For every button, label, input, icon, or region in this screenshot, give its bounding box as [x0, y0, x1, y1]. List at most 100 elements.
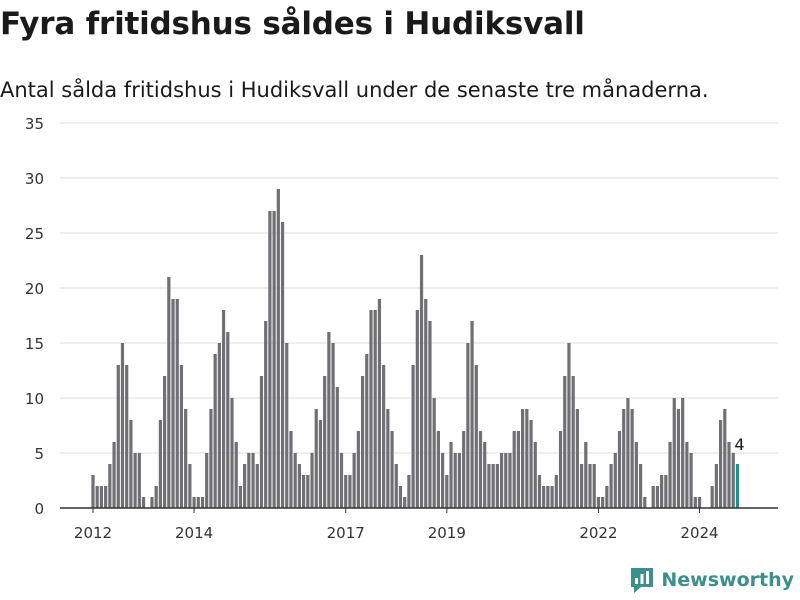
- bar: [319, 420, 322, 508]
- bar: [91, 475, 94, 508]
- bar: [449, 442, 452, 508]
- annotations: 4: [734, 435, 744, 454]
- bar: [652, 486, 655, 508]
- bar: [395, 464, 398, 508]
- bar: [433, 398, 436, 508]
- bar: [732, 453, 735, 508]
- bar: [694, 497, 697, 508]
- bar: [192, 497, 195, 508]
- bar: [719, 420, 722, 508]
- bar: [479, 431, 482, 508]
- bar: [382, 365, 385, 508]
- bar: [525, 409, 528, 508]
- bar: [100, 486, 103, 508]
- bar: [273, 211, 276, 508]
- y-tick-label: 5: [34, 445, 44, 463]
- bar: [117, 365, 120, 508]
- bar: [129, 420, 132, 508]
- bar: [660, 475, 663, 508]
- bar: [470, 321, 473, 508]
- bar: [163, 376, 166, 508]
- bar: [399, 486, 402, 508]
- bar: [239, 486, 242, 508]
- bar: [260, 376, 263, 508]
- bar: [466, 343, 469, 508]
- y-tick-label: 10: [25, 390, 44, 408]
- bar: [348, 475, 351, 508]
- bar: [256, 464, 259, 508]
- x-tick-label: 2017: [327, 524, 365, 542]
- bar: [138, 453, 141, 508]
- bar: [403, 497, 406, 508]
- bar: [622, 409, 625, 508]
- bar: [209, 409, 212, 508]
- bar: [205, 453, 208, 508]
- bar: [357, 431, 360, 508]
- bar: [555, 475, 558, 508]
- bar: [281, 222, 284, 508]
- bar: [171, 299, 174, 508]
- y-tick-label: 35: [25, 115, 44, 133]
- bar: [176, 299, 179, 508]
- bar: [361, 376, 364, 508]
- bar: [559, 431, 562, 508]
- bar: [677, 409, 680, 508]
- bar: [150, 497, 153, 508]
- bar: [605, 486, 608, 508]
- bar: [504, 453, 507, 508]
- bar: [235, 442, 238, 508]
- bar: [542, 486, 545, 508]
- bar: [437, 431, 440, 508]
- bar: [167, 277, 170, 508]
- bar: [609, 464, 612, 508]
- bar: [643, 497, 646, 508]
- bar: [112, 442, 115, 508]
- bar: [201, 497, 204, 508]
- x-tick-label: 2024: [680, 524, 718, 542]
- bar: [567, 343, 570, 508]
- bar: [723, 409, 726, 508]
- bar: [483, 442, 486, 508]
- bar: [108, 464, 111, 508]
- bar: [529, 420, 532, 508]
- bar: [698, 497, 701, 508]
- bar: [534, 442, 537, 508]
- bar: [420, 255, 423, 508]
- bar: [635, 442, 638, 508]
- bar: [374, 310, 377, 508]
- bar: [618, 431, 621, 508]
- bar: [184, 409, 187, 508]
- bar: [584, 442, 587, 508]
- bar: [668, 442, 671, 508]
- bar: [441, 453, 444, 508]
- bar: [496, 464, 499, 508]
- bar: [121, 343, 124, 508]
- bar: [454, 453, 457, 508]
- bar: [222, 310, 225, 508]
- bar: [681, 398, 684, 508]
- bar: [344, 475, 347, 508]
- bar: [243, 464, 246, 508]
- bar: [487, 464, 490, 508]
- bar: [576, 409, 579, 508]
- bar: [386, 409, 389, 508]
- y-tick-label: 30: [25, 170, 44, 188]
- bar: [340, 453, 343, 508]
- x-tick-label: 2022: [579, 524, 617, 542]
- bar: [517, 431, 520, 508]
- bar: [302, 475, 305, 508]
- x-tick-label: 2012: [74, 524, 112, 542]
- bar: [580, 464, 583, 508]
- bar: [104, 486, 107, 508]
- bar: [218, 343, 221, 508]
- bar: [336, 387, 339, 508]
- bar: [264, 321, 267, 508]
- bar: [96, 486, 99, 508]
- x-tick-label: 2014: [175, 524, 213, 542]
- bar: [626, 398, 629, 508]
- bar: [378, 299, 381, 508]
- bar: [188, 464, 191, 508]
- x-axis: 2012 2014 2017 2019 2022 2024: [60, 508, 778, 542]
- bar: [727, 442, 730, 508]
- bar: [538, 475, 541, 508]
